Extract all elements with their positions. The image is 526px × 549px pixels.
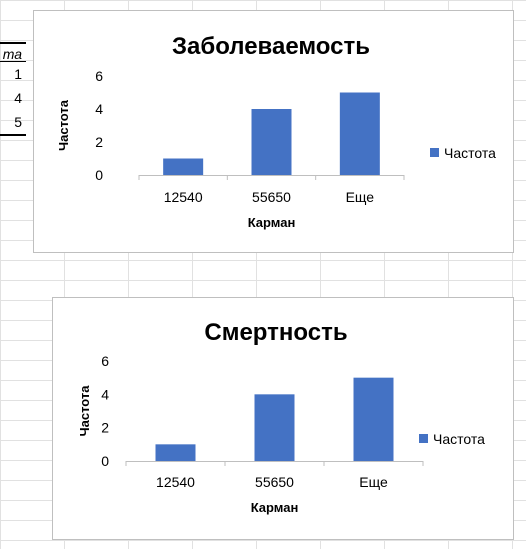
bar — [254, 394, 295, 461]
chart-title: Смертность — [204, 319, 347, 346]
bar — [353, 377, 394, 461]
table-cell[interactable]: 1 — [14, 66, 22, 82]
y-axis-title: Частота — [77, 385, 92, 437]
y-tick-label: 2 — [101, 420, 109, 436]
chart-morbidity-svg: Заболеваемость 0 2 4 6 12540 55650 Еще Карман Час… — [56, 33, 496, 230]
x-tick-label: 12540 — [164, 189, 203, 205]
bar — [163, 158, 204, 175]
legend-label: Частота — [433, 431, 485, 447]
bar — [339, 92, 380, 175]
x-axis-title: Карман — [251, 500, 299, 515]
chart-mortality[interactable]: Смертность 0 2 4 6 12540 55650 Еще Карман Частота… — [52, 297, 514, 540]
y-tick-label: 4 — [95, 101, 103, 117]
x-tick-label: 12540 — [156, 474, 195, 490]
chart-mortality-svg: Смертность 0 2 4 6 12540 55650 Еще Карман Частота… — [77, 319, 485, 515]
y-tick-label: 6 — [95, 68, 103, 84]
y-axis-title: Частота — [56, 99, 71, 151]
legend-swatch — [430, 148, 439, 157]
y-tick-label: 6 — [101, 353, 109, 369]
bar — [251, 109, 292, 175]
y-tick-label: 2 — [95, 134, 103, 150]
x-tick-label: Еще — [346, 189, 375, 205]
legend-swatch — [419, 434, 428, 443]
table-header-cell[interactable]: та — [0, 42, 26, 62]
table-cell[interactable]: 5 — [0, 110, 26, 136]
y-tick-label: 0 — [101, 453, 109, 469]
y-tick-label: 0 — [95, 167, 103, 183]
table-cell[interactable]: 4 — [14, 90, 22, 106]
partial-frequency-table: та 1 4 5 — [0, 42, 26, 136]
x-tick-label: Еще — [359, 474, 388, 490]
chart-title: Заболеваемость — [172, 33, 370, 60]
y-tick-label: 4 — [101, 386, 109, 402]
x-tick-label: 55650 — [255, 474, 294, 490]
bar — [155, 444, 196, 461]
chart-morbidity[interactable]: Заболеваемость 0 2 4 6 12540 55650 Еще Карман Час… — [33, 10, 514, 253]
legend-label: Частота — [444, 145, 496, 161]
x-tick-label: 55650 — [252, 189, 291, 205]
x-axis-title: Карман — [248, 215, 296, 230]
